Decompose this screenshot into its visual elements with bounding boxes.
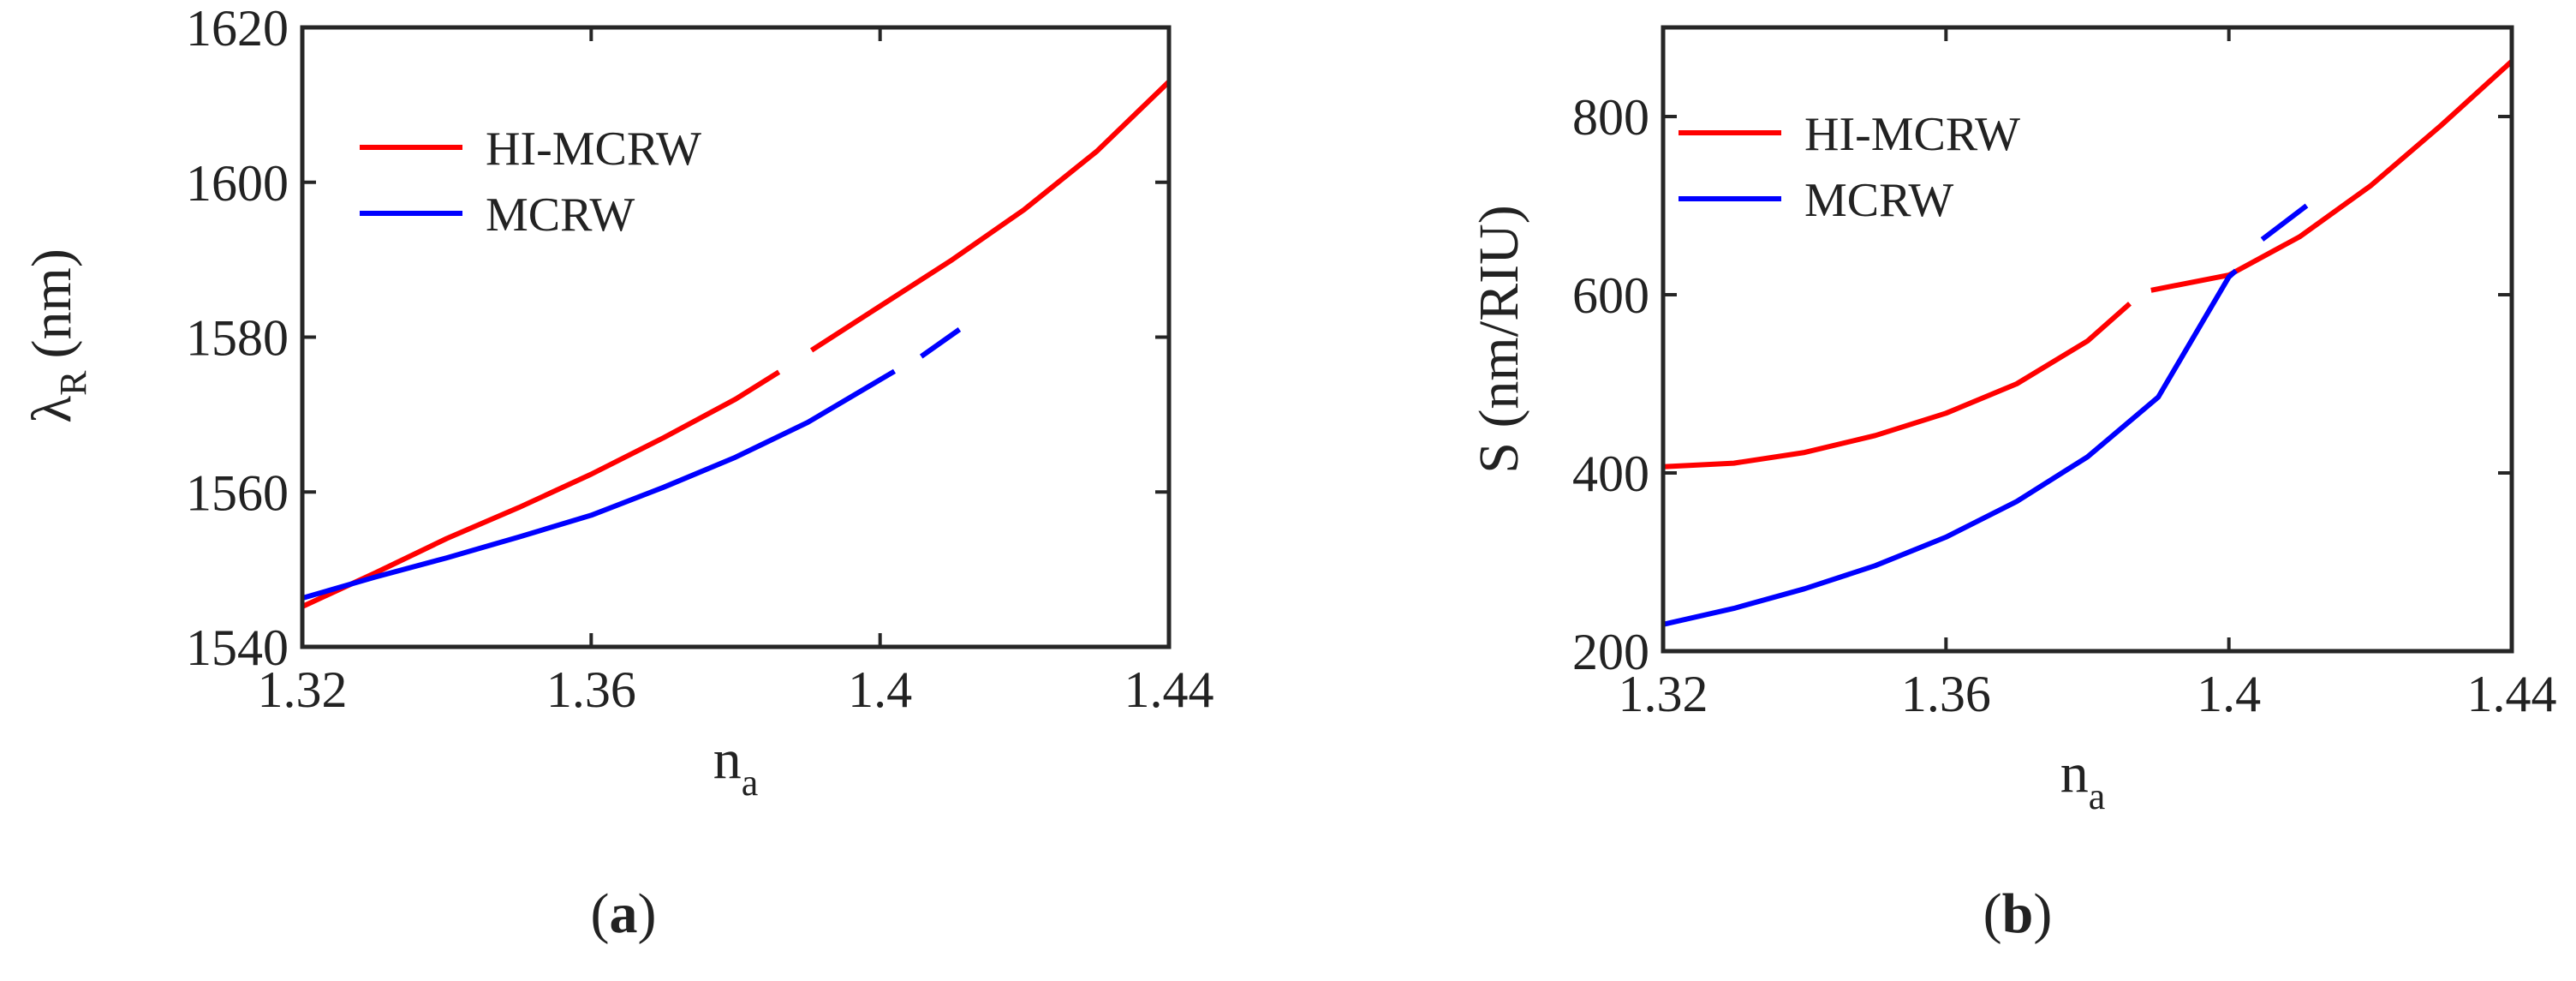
panel-b-chart: HI-MCRW MCRW 1.32 1.36 1.4 1.44 200 400 600 80… bbox=[1468, 25, 2557, 945]
panel-a-x-tick-label-1: 1.32 bbox=[258, 661, 348, 718]
panel-a-y-axis-label-main: λ bbox=[21, 396, 83, 423]
panel-b-x-axis-label-main: n bbox=[2060, 742, 2089, 805]
panel-a-x-tick-label-3: 1.4 bbox=[848, 661, 912, 718]
panel-b-series-mcrw-segment-2 bbox=[2260, 203, 2309, 242]
panel-b-axes-frame bbox=[1661, 25, 2514, 654]
panel-a-y-tick-label-4: 1600 bbox=[186, 155, 289, 212]
panel-b-x-tick-label-1: 1.32 bbox=[1619, 666, 1708, 722]
panel-b-legend: HI-MCRW MCRW bbox=[1679, 108, 2020, 227]
panel-a-y-axis-label: λR (nm) bbox=[21, 248, 94, 423]
panel-a-y-tick-label-3: 1580 bbox=[186, 310, 289, 367]
panel-a-series-mcrw-segment-2 bbox=[919, 327, 962, 359]
panel-b-x-tick-labels: 1.32 1.36 1.4 1.44 bbox=[1619, 666, 2557, 722]
panel-b-y-axis-label: S (nm/RIU) bbox=[1468, 205, 1530, 474]
panel-b-x-tick-label-3: 1.4 bbox=[2197, 666, 2261, 722]
panel-b-series-hi-mcrw-segment-2 bbox=[2150, 59, 2514, 293]
panel-b-ticks bbox=[1661, 27, 2513, 653]
panel-a-x-tick-label-4: 1.44 bbox=[1124, 661, 1214, 718]
panel-b-x-axis-label: na bbox=[2060, 742, 2106, 817]
panel-a-plot-lines bbox=[301, 80, 1172, 609]
panel-a-y-tick-label-2: 1560 bbox=[186, 464, 289, 521]
panel-a-x-axis-label-sub: a bbox=[742, 762, 759, 804]
panel-b-x-axis-label-sub: a bbox=[2089, 775, 2106, 817]
panel-a-legend-label-hi-mcrw: HI-MCRW bbox=[486, 123, 701, 176]
panel-a-legend-label-mcrw: MCRW bbox=[486, 188, 635, 242]
panel-a-x-tick-labels: 1.32 1.36 1.4 1.44 bbox=[258, 661, 1214, 718]
panel-a-x-axis-label-main: n bbox=[713, 728, 742, 791]
panel-b-y-tick-label-3: 600 bbox=[1572, 267, 1649, 324]
panel-b-legend-label-hi-mcrw: HI-MCRW bbox=[1804, 108, 2020, 161]
panel-a-x-tick-label-2: 1.36 bbox=[546, 661, 636, 718]
panel-b-caption: (b) bbox=[1983, 882, 2053, 945]
panel-b-y-tick-label-2: 400 bbox=[1572, 446, 1649, 502]
panel-a-legend: HI-MCRW MCRW bbox=[360, 123, 701, 242]
panel-a-series-hi-mcrw-segment-2 bbox=[809, 80, 1172, 353]
panel-a-y-axis-label-unit: (nm) bbox=[21, 248, 83, 358]
panel-b-legend-label-mcrw: MCRW bbox=[1804, 174, 1953, 227]
panel-a-series-hi-mcrw-segment-1 bbox=[301, 369, 781, 609]
panel-a-y-axis-label-sub: R bbox=[52, 370, 94, 396]
panel-b-x-tick-label-4: 1.44 bbox=[2467, 666, 2557, 722]
panel-b-caption-letter: b bbox=[2002, 882, 2034, 945]
panel-b-series-hi-mcrw-segment-1 bbox=[1662, 302, 2132, 470]
panel-b-plot-lines bbox=[1662, 59, 2514, 627]
panel-a-y-tick-label-5: 1620 bbox=[186, 0, 289, 57]
panel-b-series-mcrw-segment-1 bbox=[1662, 268, 2238, 627]
panel-b-y-tick-labels: 200 400 600 800 bbox=[1572, 89, 1649, 680]
panel-b-y-tick-label-4: 800 bbox=[1572, 89, 1649, 146]
panel-a-y-tick-label-1: 1540 bbox=[186, 619, 289, 676]
panel-a-series-mcrw-segment-1 bbox=[301, 368, 897, 601]
panel-a-chart: HI-MCRW MCRW 1.32 1.36 1.4 1.44 1540 1560 158… bbox=[21, 0, 1214, 945]
panel-a-caption: (a) bbox=[591, 882, 657, 945]
panel-a-ticks bbox=[301, 26, 1171, 649]
panel-a-x-axis-label: na bbox=[713, 728, 759, 804]
panel-b-x-tick-label-2: 1.36 bbox=[1901, 666, 1991, 722]
panel-b-y-tick-label-1: 200 bbox=[1572, 624, 1649, 680]
panel-a-axes-frame bbox=[300, 25, 1172, 649]
panel-a-y-tick-labels: 1540 1560 1580 1600 1620 bbox=[186, 0, 289, 676]
panel-a-caption-letter: a bbox=[610, 882, 638, 945]
